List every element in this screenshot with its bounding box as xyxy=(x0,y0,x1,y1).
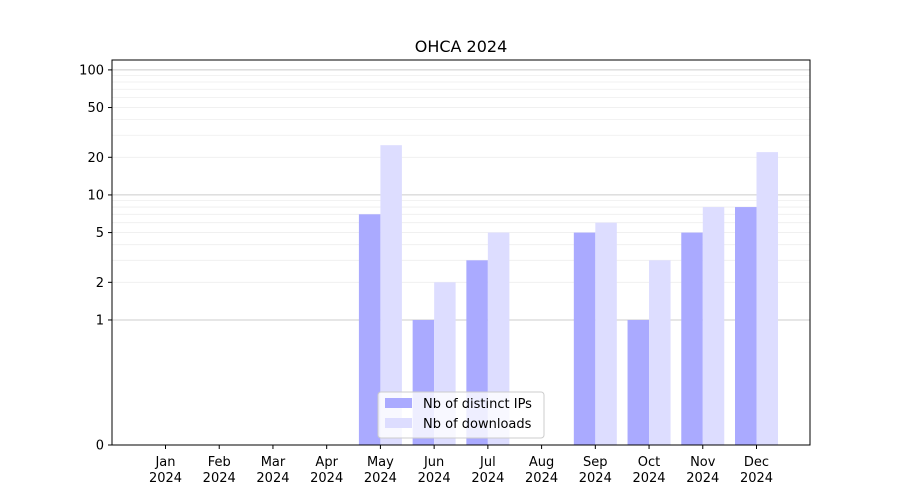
x-tick-label-month: May xyxy=(367,455,394,470)
legend-swatch xyxy=(385,418,412,428)
x-tick-label-year: 2024 xyxy=(686,471,719,486)
bar-distinct-ips xyxy=(573,232,596,445)
bar-distinct-ips xyxy=(627,319,650,445)
x-tick-label-month: Nov xyxy=(690,455,716,470)
y-tick-label: 5 xyxy=(96,226,104,241)
x-tick-label-year: 2024 xyxy=(632,471,665,486)
y-tick-label: 20 xyxy=(87,151,104,166)
chart-title: OHCA 2024 xyxy=(415,37,508,56)
x-tick-label-month: Jan xyxy=(154,455,175,470)
x-tick-label-year: 2024 xyxy=(740,471,773,486)
x-tick-label-month: Dec xyxy=(744,455,769,470)
legend-label: Nb of distinct IPs xyxy=(423,397,532,412)
x-tick-label-month: Apr xyxy=(315,455,338,470)
x-tick-label-month: Oct xyxy=(638,455,660,470)
x-tick-label-year: 2024 xyxy=(203,471,236,486)
x-tick-label-year: 2024 xyxy=(418,471,451,486)
x-tick-label-year: 2024 xyxy=(149,471,182,486)
x-tick-label-year: 2024 xyxy=(471,471,504,486)
x-tick-label-month: Jun xyxy=(423,455,444,470)
y-tick-label: 100 xyxy=(79,63,104,78)
bar-downloads xyxy=(756,152,778,445)
x-tick-label-month: Sep xyxy=(583,455,608,470)
bar-downloads xyxy=(595,222,617,445)
y-tick-label: 10 xyxy=(87,188,104,203)
plot-frame xyxy=(111,59,811,446)
y-tick-label: 2 xyxy=(96,276,104,291)
x-tick-label-year: 2024 xyxy=(525,471,558,486)
bar-distinct-ips xyxy=(681,232,703,445)
y-tick-label: 0 xyxy=(96,439,104,454)
bar-downloads xyxy=(702,207,725,445)
y-tick-label: 1 xyxy=(96,313,104,328)
bar-distinct-ips xyxy=(735,207,757,445)
bar-distinct-ips xyxy=(358,214,381,445)
x-tick-label-month: Feb xyxy=(208,455,231,470)
x-tick-label-month: Mar xyxy=(261,455,286,470)
bar-downloads xyxy=(649,260,671,445)
x-tick-label-month: Aug xyxy=(529,455,554,470)
x-tick-label-year: 2024 xyxy=(364,471,397,486)
x-tick-label-year: 2024 xyxy=(256,471,289,486)
legend-swatch xyxy=(385,398,412,408)
y-tick-label: 50 xyxy=(87,101,104,116)
x-tick-label-year: 2024 xyxy=(310,471,343,486)
bar-downloads xyxy=(380,145,402,445)
x-tick-label-month: Jul xyxy=(479,455,496,470)
x-tick-label-year: 2024 xyxy=(579,471,612,486)
legend-box xyxy=(377,391,545,439)
legend-label: Nb of downloads xyxy=(423,417,532,432)
